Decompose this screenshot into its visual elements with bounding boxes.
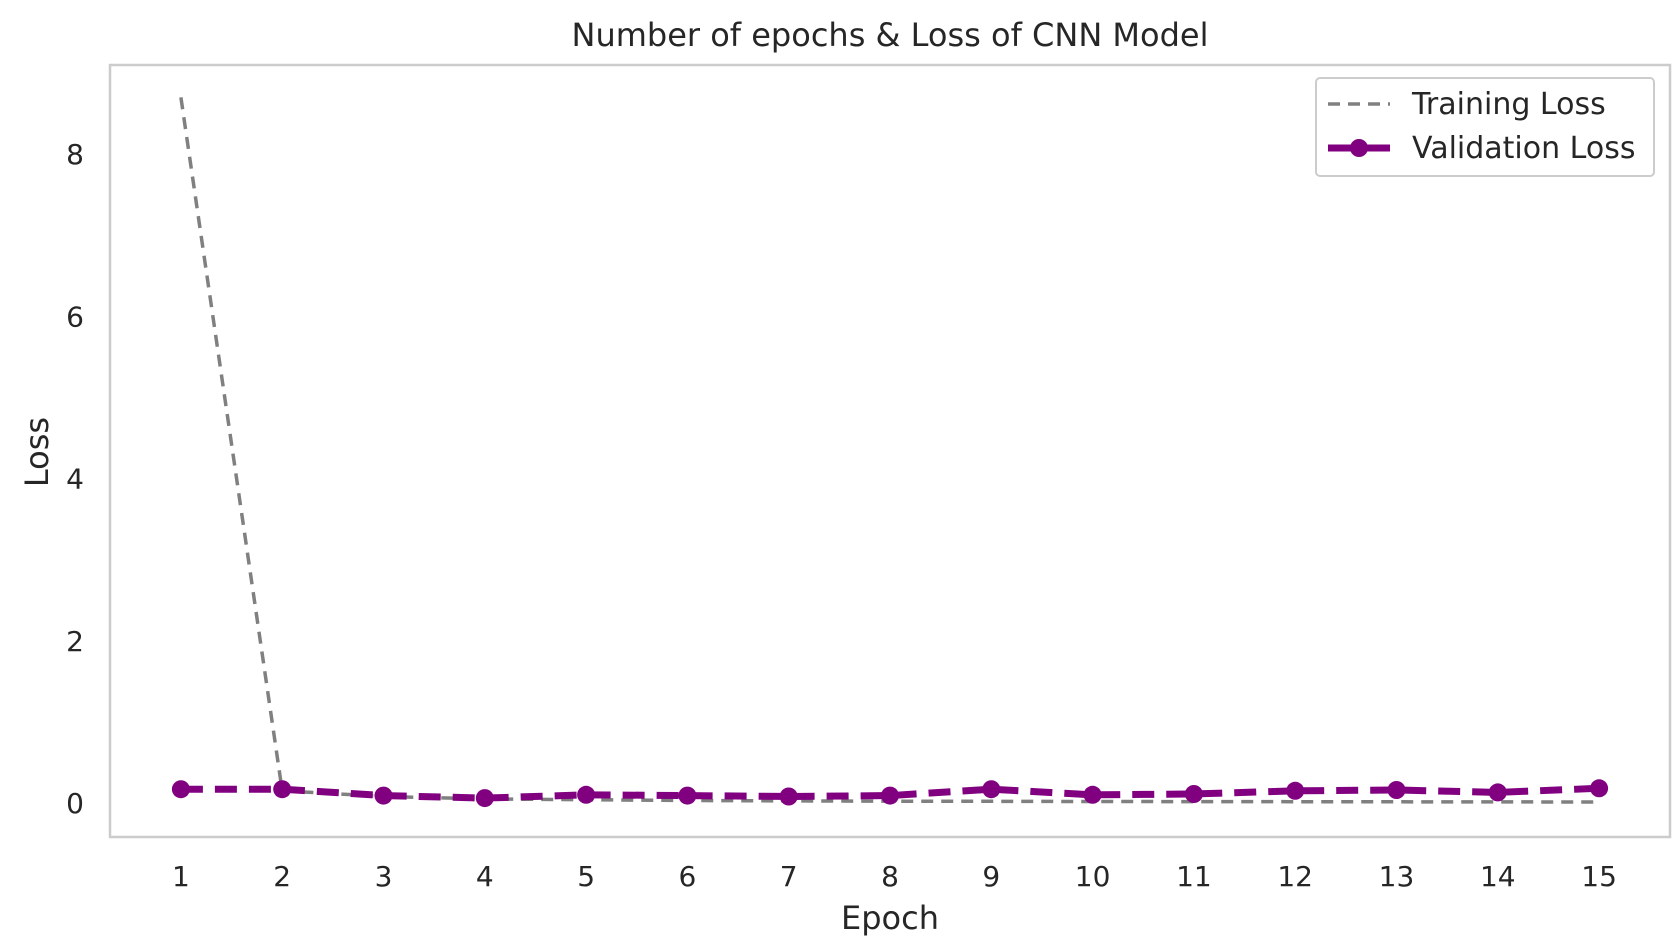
- x-tick-label: 11: [1176, 860, 1212, 893]
- y-tick-label: 2: [66, 625, 84, 658]
- legend-box: [1315, 77, 1655, 177]
- legend-label-validation: Validation Loss: [1412, 131, 1635, 166]
- validation-point: [374, 786, 393, 805]
- y-tick-label: 8: [66, 138, 84, 171]
- validation-point: [1590, 779, 1609, 798]
- x-axis-title: Epoch: [841, 899, 939, 937]
- validation-point: [1083, 785, 1102, 804]
- x-tick-label: 13: [1379, 860, 1415, 893]
- validation-point: [1488, 783, 1507, 802]
- x-tick-label: 10: [1075, 860, 1111, 893]
- legend-label-training: Training Loss: [1411, 87, 1606, 122]
- x-tick-label: 15: [1581, 860, 1617, 893]
- validation-point: [982, 780, 1001, 799]
- x-tick-label: 8: [881, 860, 899, 893]
- y-tick-label: 4: [66, 463, 84, 496]
- y-tick-labels: 0 2 4 6 8: [66, 138, 84, 820]
- plot-frame: [108, 63, 1672, 839]
- validation-point: [881, 786, 899, 805]
- y-tick-label: 0: [66, 787, 84, 820]
- validation-point: [779, 787, 798, 806]
- validation-point: [1184, 785, 1203, 803]
- validation-point: [1286, 781, 1305, 800]
- chart-title: Number of epochs & Loss of CNN Model: [572, 16, 1209, 54]
- x-tick-label: 6: [678, 860, 696, 893]
- legend-marker-validation: [1350, 139, 1368, 157]
- x-tick-label: 4: [476, 860, 494, 893]
- x-tick-label: 12: [1277, 860, 1313, 893]
- x-tick-label: 2: [273, 860, 291, 893]
- x-tick-label: 9: [982, 860, 1000, 893]
- validation-point: [171, 780, 190, 799]
- legend: Training Loss Validation Loss: [1315, 77, 1655, 177]
- validation-point: [1387, 781, 1406, 799]
- validation-point: [678, 786, 697, 805]
- x-tick-label: 3: [375, 860, 393, 893]
- x-tick-label: 5: [577, 860, 595, 893]
- series-layer: [171, 97, 1609, 808]
- x-tick-labels: 1 2 3 4 5 6 7 8 9 10 11 12 13 14 15: [172, 860, 1617, 893]
- x-tick-label: 14: [1480, 860, 1516, 893]
- x-tick-label: 7: [780, 860, 798, 893]
- y-tick-label: 6: [66, 300, 84, 333]
- validation-point: [577, 785, 596, 804]
- y-axis-title-group: Loss: [18, 417, 56, 487]
- x-tick-label: 1: [172, 860, 190, 893]
- y-axis-title: Loss: [18, 417, 56, 487]
- validation-point: [475, 789, 494, 808]
- validation-point: [273, 780, 292, 799]
